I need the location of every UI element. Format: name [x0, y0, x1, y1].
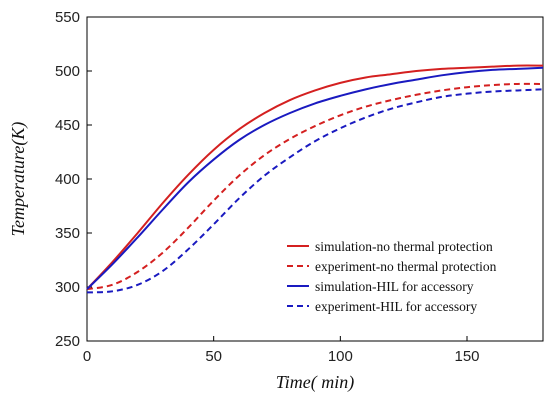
- y-tick-label-2: 350: [55, 225, 80, 242]
- legend: simulation-no thermal protection experime…: [287, 239, 497, 314]
- y-tick-label-3: 400: [55, 171, 80, 188]
- legend-label-1: experiment-no thermal protection: [315, 259, 497, 274]
- y-tick-label-6: 550: [55, 9, 80, 26]
- series-line-3: [86, 88, 544, 294]
- y-tick-label-0: 250: [55, 333, 80, 350]
- series-line-1: [86, 82, 544, 291]
- axis-ticks: 0 50 100 150 250 300 350 400 450 500 550: [55, 9, 480, 365]
- series-line-2: [86, 66, 544, 290]
- x-tick-label-2: 100: [328, 348, 353, 365]
- x-tick-label-1: 50: [205, 348, 222, 365]
- legend-label-3: experiment-HIL for accessory: [315, 299, 477, 314]
- x-tick-label-0: 0: [83, 348, 91, 365]
- y-axis-title: Temperature(K): [8, 122, 29, 237]
- legend-label-0: simulation-no thermal protection: [315, 239, 493, 254]
- y-tick-label-4: 450: [55, 117, 80, 134]
- x-tick-label-3: 150: [454, 348, 479, 365]
- x-axis-title: Time( min): [276, 372, 355, 393]
- y-tick-label-1: 300: [55, 279, 80, 296]
- y-tick-label-5: 500: [55, 63, 80, 80]
- series-layer: [86, 64, 544, 294]
- series-line-0: [86, 64, 544, 290]
- legend-label-2: simulation-HIL for accessory: [315, 279, 474, 294]
